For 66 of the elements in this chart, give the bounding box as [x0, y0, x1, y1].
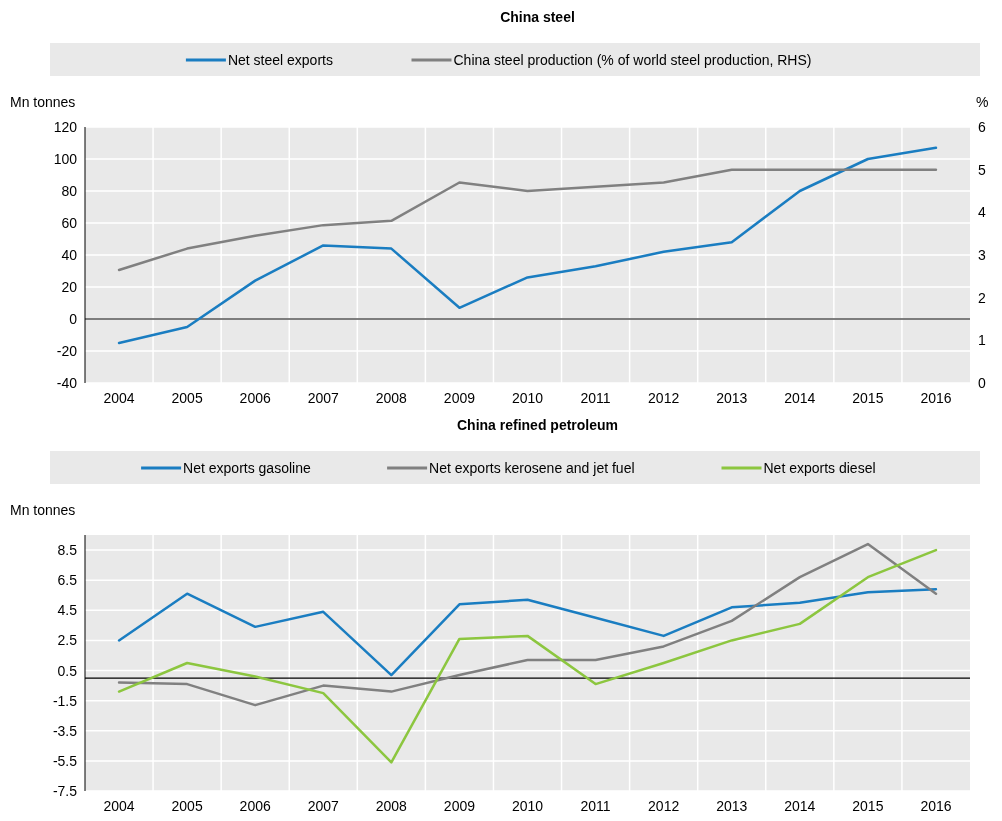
x-tick-label: 2011 — [580, 390, 611, 406]
y-tick-label: 100 — [53, 151, 78, 167]
x-tick-label: 2012 — [648, 798, 680, 814]
y2-tick-label: 0 — [978, 375, 986, 391]
y-tick-label: 2.5 — [57, 632, 78, 649]
legend-label: Net exports gasoline — [183, 460, 311, 476]
x-tick-label: 2009 — [443, 798, 476, 814]
x-tick-label: 2004 — [103, 798, 135, 814]
x-tick-label: 2008 — [375, 390, 408, 406]
y-tick-label: 6.5 — [57, 572, 78, 589]
x-tick-label: 2010 — [511, 798, 544, 814]
y2-tick-label: 5 — [978, 161, 986, 178]
x-tick-label: 2005 — [171, 390, 203, 406]
y-tick-label: 60 — [61, 215, 78, 231]
x-tick-label: 2015 — [852, 390, 884, 406]
x-tick-label: 2014 — [784, 798, 816, 814]
y-tick-label: 0.5 — [57, 662, 78, 679]
y-tick-label: 4.5 — [57, 602, 78, 619]
x-tick-label: 2011 — [580, 798, 611, 814]
line-series — [117, 146, 938, 345]
y-tick-label: -5.5 — [52, 752, 78, 769]
x-tick-label: 2006 — [239, 798, 271, 814]
y-tick-label: 80 — [61, 183, 78, 199]
legend-label: Net steel exports — [227, 52, 333, 68]
y2-axis-title: % — [976, 94, 989, 110]
y-tick-label: -40 — [56, 375, 78, 391]
x-tick-label: 2016 — [920, 798, 952, 814]
legend-label: Net exports kerosene and jet fuel — [429, 460, 635, 476]
x-tick-label: 2007 — [307, 390, 340, 406]
y2-tick-label: 4 — [978, 204, 986, 221]
chart-title: China steel — [500, 9, 575, 25]
x-tick-label: 2015 — [852, 798, 884, 814]
y-axis-title: Mn tonnes — [10, 94, 76, 110]
x-tick-label: 2014 — [784, 390, 816, 406]
y2-tick-label: 1 — [978, 332, 986, 349]
x-tick-label: 2007 — [307, 798, 340, 814]
x-tick-label: 2006 — [239, 390, 271, 406]
y2-tick-label: 6 — [978, 119, 986, 135]
x-tick-label: 2013 — [716, 798, 748, 814]
y-tick-label: 40 — [61, 247, 78, 263]
y-axis-title: Mn tonnes — [10, 502, 76, 518]
x-tick-label: 2012 — [648, 390, 680, 406]
line-series — [117, 587, 938, 677]
x-tick-label: 2004 — [103, 390, 135, 406]
line-series — [117, 548, 938, 764]
x-tick-label: 2010 — [511, 390, 544, 406]
legend-label: Net exports diesel — [763, 460, 876, 476]
line-series — [117, 542, 938, 707]
x-tick-label: 2008 — [375, 798, 408, 814]
chart-title: China refined petroleum — [456, 417, 619, 433]
x-tick-label: 2005 — [171, 798, 203, 814]
legend-label: China steel production (% of world steel production, RHS) — [453, 52, 812, 68]
y2-tick-label: 3 — [978, 247, 986, 263]
y-tick-label: 120 — [53, 119, 78, 135]
y-tick-label: -3.5 — [52, 722, 78, 739]
y2-tick-label: 2 — [978, 289, 986, 306]
y-tick-label: -1.5 — [52, 692, 78, 709]
x-tick-label: 2009 — [443, 390, 476, 406]
y-tick-label: 8.5 — [57, 542, 78, 559]
y-tick-label: -7.5 — [52, 783, 78, 799]
x-tick-label: 2013 — [716, 390, 748, 406]
x-tick-label: 2016 — [920, 390, 952, 406]
y-tick-label: 0 — [69, 311, 78, 327]
y-tick-label: 20 — [61, 279, 78, 295]
y-tick-label: -20 — [56, 343, 78, 359]
line-series — [117, 168, 938, 272]
